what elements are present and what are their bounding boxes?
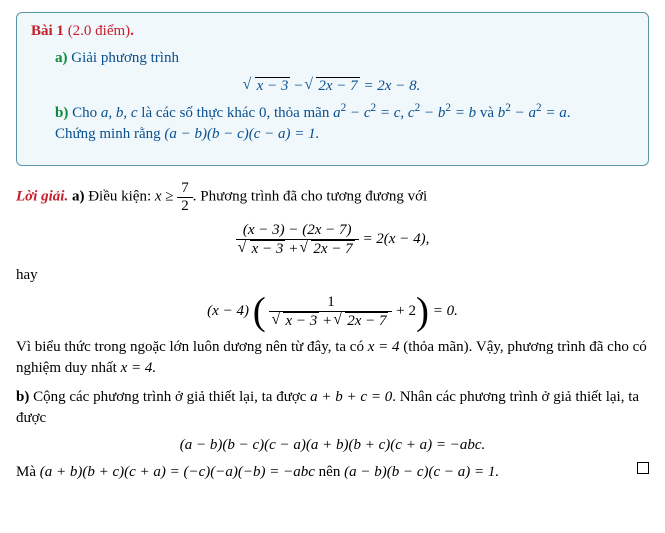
solution-start: Lời giải. a) Điều kiện: x ≥ 72. Phương t… bbox=[16, 180, 649, 214]
part-a-text: Giải phương trình bbox=[71, 50, 179, 66]
qed-icon bbox=[637, 462, 649, 474]
sqrt-x-3: x − 3 bbox=[245, 77, 291, 95]
part-a-equation: x − 3 − 2x − 7 = 2x − 8. bbox=[31, 77, 634, 95]
equation-2: (x − 4) ( 1 x − 3 + 2x − 7 + 2) = 0. bbox=[16, 294, 649, 329]
sol-a-conclusion: Vì biểu thức trong ngoặc lớn luôn dương … bbox=[16, 337, 649, 379]
rparen-icon: ) bbox=[416, 298, 429, 325]
problem-period: . bbox=[130, 23, 134, 39]
frac-7-2: 72 bbox=[177, 180, 193, 214]
sol-b-label: b) bbox=[16, 389, 29, 405]
solution-label: Lời giải. bbox=[16, 188, 68, 204]
equation-1: (x − 3) − (2x − 7) x − 3 + 2x − 7 = 2(x … bbox=[16, 222, 649, 257]
lparen-icon: ( bbox=[253, 298, 266, 325]
sol-b: b) Cộng các phương trình ở giả thiết lại… bbox=[16, 387, 649, 429]
problem-points: (2.0 điểm) bbox=[68, 23, 130, 39]
sol-a-label: a) bbox=[72, 188, 85, 204]
problem-box: Bài 1 (2.0 điểm). a) Giải phương trình x… bbox=[16, 12, 649, 166]
sqrt-2x-7: 2x − 7 bbox=[306, 77, 359, 95]
problem-title: Bài 1 bbox=[31, 23, 64, 39]
problem-header: Bài 1 (2.0 điểm). bbox=[31, 23, 634, 40]
part-a-label: a) bbox=[55, 50, 68, 66]
hay: hay bbox=[16, 265, 649, 286]
part-b-label: b) bbox=[55, 105, 68, 121]
part-a: a) Giải phương trình bbox=[31, 48, 634, 69]
equation-b: (a − b)(b − c)(c − a)(a + b)(b + c)(c + … bbox=[16, 437, 649, 454]
sol-b-final: Mà (a + b)(b + c)(c + a) = (−c)(−a)(−b) … bbox=[16, 462, 649, 483]
part-b: b) Cho a, b, c là các số thực khác 0, th… bbox=[31, 103, 634, 145]
